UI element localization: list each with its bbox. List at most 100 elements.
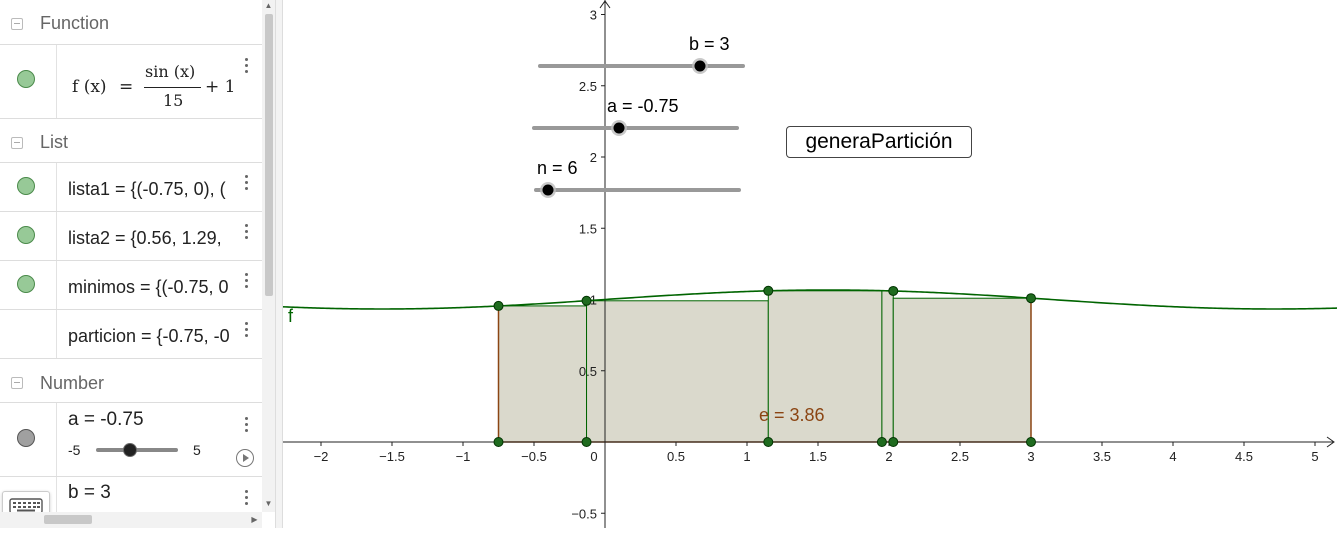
partition-point bbox=[1026, 437, 1036, 447]
section-header-list[interactable]: List bbox=[0, 118, 262, 163]
visibility-toggle-a[interactable] bbox=[17, 429, 35, 447]
hscroll-thumb[interactable] bbox=[44, 515, 92, 524]
partition-point bbox=[763, 437, 774, 447]
x-tick-label: −1 bbox=[456, 449, 471, 464]
list-row-minimos[interactable]: minimos = {(-0.75, 0 bbox=[0, 260, 262, 309]
list-row-lista1[interactable]: lista1 = {(-0.75, 0), ( bbox=[0, 162, 262, 211]
more-options-icon[interactable] bbox=[242, 273, 250, 293]
algebra-slider-track[interactable] bbox=[96, 448, 178, 452]
curve-point bbox=[763, 285, 774, 296]
list-row-particion[interactable]: particion = {-0.75, -0 bbox=[0, 309, 262, 358]
genera-particion-button[interactable]: generaPartición bbox=[786, 126, 972, 158]
list-expression: lista2 = {0.56, 1.29, bbox=[68, 228, 222, 248]
scroll-right-icon[interactable]: ▶ bbox=[251, 515, 258, 524]
more-options-icon[interactable] bbox=[242, 58, 250, 78]
scroll-up-icon[interactable]: ▲ bbox=[264, 1, 273, 10]
number-row-b[interactable]: b = 3 bbox=[0, 476, 262, 516]
partition-rectangle bbox=[892, 297, 1032, 443]
collapse-icon[interactable] bbox=[11, 137, 23, 149]
slider-handle-a[interactable] bbox=[613, 122, 625, 134]
collapse-icon[interactable] bbox=[11, 18, 23, 30]
scroll-thumb[interactable] bbox=[265, 14, 273, 296]
partition-rectangle bbox=[881, 290, 894, 443]
x-tick-label: 1.5 bbox=[809, 449, 827, 464]
marble-column bbox=[0, 45, 57, 118]
visibility-toggle-lista1[interactable] bbox=[17, 177, 35, 195]
curve-point bbox=[493, 300, 504, 311]
function-numerator: sin (x) bbox=[145, 62, 196, 81]
x-tick-label: 1 bbox=[743, 449, 750, 464]
visibility-toggle-minimos[interactable] bbox=[17, 275, 35, 293]
more-options-icon[interactable] bbox=[242, 175, 250, 195]
marble-column bbox=[0, 261, 57, 309]
marble-column bbox=[0, 477, 57, 516]
x-tick-label: −1.5 bbox=[379, 449, 405, 464]
x-tick-label: 4.5 bbox=[1235, 449, 1253, 464]
partition-rectangles bbox=[497, 290, 1032, 443]
x-tick-label: 2.5 bbox=[951, 449, 969, 464]
section-header-function[interactable]: Function bbox=[0, 0, 262, 44]
section-label: Number bbox=[40, 373, 105, 393]
partition-rectangle bbox=[767, 290, 883, 443]
section-label: List bbox=[40, 132, 69, 152]
visibility-toggle-f[interactable] bbox=[17, 70, 35, 88]
section-label: Function bbox=[40, 13, 110, 33]
algebra-horizontal-scrollbar[interactable]: ▶ bbox=[0, 512, 262, 528]
slider-handle-b[interactable] bbox=[694, 60, 706, 72]
slider-handle-n[interactable] bbox=[542, 184, 554, 196]
section-header-number[interactable]: Number bbox=[0, 358, 262, 403]
slider-label-b: b = 3 bbox=[689, 34, 730, 54]
more-options-icon[interactable] bbox=[242, 224, 250, 244]
x-tick-label: −0.5 bbox=[521, 449, 547, 464]
partition-point bbox=[876, 437, 887, 447]
graph-canvas[interactable]: −2 −1.5 −1 −0.5 0 0.5 1 1.5 2 2.5 3 3.5 4 4.5 5 3 2.5 2 1.… bbox=[282, 0, 1337, 528]
marble-column bbox=[0, 163, 57, 211]
scroll-down-icon[interactable]: ▼ bbox=[264, 499, 273, 508]
algebra-view: Function f (x) = sin (x) 15 + 1 List lis… bbox=[0, 0, 262, 528]
y-tick-label: 2 bbox=[590, 150, 597, 165]
number-expression: a = -0.75 bbox=[68, 409, 144, 430]
graphics-view[interactable]: −2 −1.5 −1 −0.5 0 0.5 1 1.5 2 2.5 3 3.5 4 4.5 5 3 2.5 2 1.… bbox=[282, 0, 1337, 528]
partition-point bbox=[888, 437, 899, 447]
collapse-icon[interactable] bbox=[11, 377, 23, 389]
function-eq: = bbox=[119, 77, 134, 97]
function-denominator: 15 bbox=[163, 91, 184, 110]
y-tick-label: 1.5 bbox=[579, 221, 597, 236]
curve-label-f: f bbox=[288, 306, 294, 326]
partition-rectangle bbox=[586, 300, 769, 443]
list-expression: lista1 = {(-0.75, 0), ( bbox=[68, 179, 226, 199]
x-tick-label: −2 bbox=[314, 449, 329, 464]
function-tail: + 1 bbox=[205, 77, 236, 97]
slider-label-n: n = 6 bbox=[537, 158, 578, 178]
more-options-icon[interactable] bbox=[242, 490, 250, 510]
x-tick-label: 0 bbox=[590, 449, 597, 464]
slider-label-a: a = -0.75 bbox=[607, 96, 679, 116]
view-divider[interactable] bbox=[275, 0, 283, 528]
function-lhs: f (x) bbox=[72, 77, 107, 97]
list-expression: minimos = {(-0.75, 0 bbox=[68, 277, 229, 297]
algebra-slider-handle[interactable] bbox=[123, 443, 137, 457]
more-options-icon[interactable] bbox=[242, 322, 250, 342]
algebra-vertical-scrollbar[interactable]: ▲ ▼ bbox=[262, 0, 275, 512]
marble-column bbox=[0, 310, 57, 358]
x-tick-label: 3 bbox=[1027, 449, 1034, 464]
y-tick-label: −0.5 bbox=[571, 506, 597, 521]
x-tick-label: 2 bbox=[885, 449, 892, 464]
curve-point bbox=[581, 295, 592, 306]
number-row-a[interactable]: a = -0.75 -5 5 bbox=[0, 402, 262, 476]
function-row[interactable]: f (x) = sin (x) 15 + 1 bbox=[0, 44, 262, 118]
list-expression: particion = {-0.75, -0 bbox=[68, 326, 230, 346]
curve-point bbox=[888, 285, 899, 296]
function-curve-path bbox=[282, 289, 1337, 310]
list-row-lista2[interactable]: lista2 = {0.56, 1.29, bbox=[0, 211, 262, 260]
marble-column bbox=[0, 403, 57, 476]
play-animation-icon[interactable] bbox=[236, 449, 254, 467]
partition-rectangle bbox=[498, 305, 588, 443]
partition-point bbox=[493, 437, 504, 447]
partition-points bbox=[493, 285, 1036, 447]
x-tick-label: 4 bbox=[1169, 449, 1176, 464]
sliders[interactable]: b = 3 a = -0.75 n = 6 bbox=[532, 34, 745, 198]
visibility-toggle-lista2[interactable] bbox=[17, 226, 35, 244]
y-tick-label: 3 bbox=[590, 8, 597, 23]
more-options-icon[interactable] bbox=[242, 417, 250, 437]
